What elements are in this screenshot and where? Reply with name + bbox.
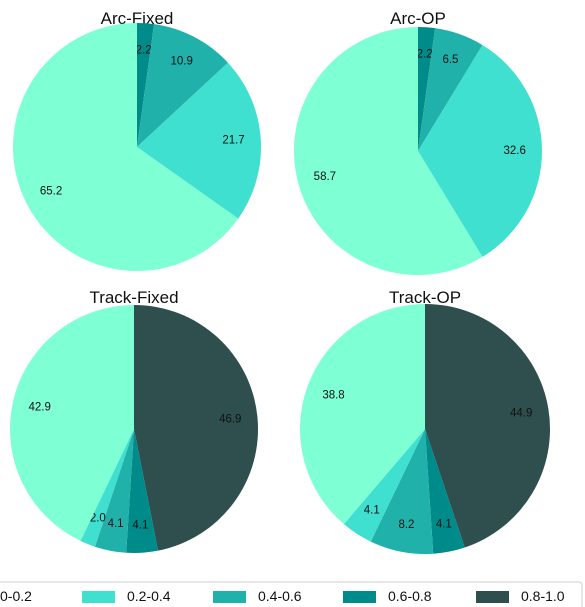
pie-charts: Arc-Fixed 2.2 10.9 21.7 65.2 Arc-OP 2.2 6.5 32.6…: [10, 9, 551, 555]
legend-label: 0-0.2: [0, 588, 32, 604]
pie-slice-0.8-1.0: [425, 304, 551, 548]
legend-frame: [0, 581, 583, 607]
pie-slice-0.4-0.6: [94, 429, 134, 553]
pie-slice-0-0.2: [300, 304, 425, 525]
legend-swatch: [82, 591, 115, 603]
slice-value-label: 4.1: [364, 505, 380, 517]
pie-2: Arc-OP 2.2 6.5 32.6 58.7: [294, 9, 543, 275]
legend-item: 0.4-0.6: [213, 588, 302, 604]
pie-slice-0.2-0.4: [80, 429, 134, 547]
legend-item: 0.2-0.4: [82, 588, 171, 604]
pie-slice-0.2-0.4: [418, 45, 543, 257]
slice-value-label: 2.2: [136, 45, 152, 57]
pie-slice-0.4-0.6: [370, 429, 434, 555]
slice-value-label: 46.9: [219, 414, 241, 426]
slice-value-label: 2.2: [417, 49, 433, 61]
pie-slice-0.2-0.4: [343, 429, 425, 542]
slice-value-label: 2.0: [90, 513, 106, 525]
pie-slice-0-0.2: [13, 23, 239, 272]
slice-value-label: 58.7: [314, 171, 336, 183]
slice-value-label: 4.1: [436, 519, 452, 531]
pie-slice-0.4-0.6: [137, 24, 228, 147]
legend-swatch: [343, 591, 376, 603]
legend-label: 0.4-0.6: [258, 588, 302, 604]
slice-value-label: 4.1: [108, 518, 124, 530]
pie-title: Arc-OP: [390, 9, 446, 28]
slice-value-label: 4.1: [132, 520, 148, 532]
pie-slice-0.4-0.6: [418, 28, 483, 151]
slice-value-label: 6.5: [442, 54, 458, 66]
pie-slice-0.6-0.8: [126, 429, 158, 554]
slice-value-label: 32.6: [504, 145, 526, 157]
legend-item: 0-0.2: [0, 588, 32, 604]
pie-slice-0.8-1.0: [134, 305, 259, 551]
pie-slice-0.6-0.8: [418, 26, 436, 151]
legend-swatch: [213, 591, 246, 603]
pie-title: Track-OP: [389, 288, 461, 307]
pie-slice-0-0.2: [294, 27, 483, 275]
pie-title: Arc-Fixed: [101, 9, 174, 28]
pie-4: Track-OP 44.9 4.1 8.2 4.1 38.8: [300, 288, 551, 555]
pie-slice-0.6-0.8: [137, 22, 155, 147]
pie-title: Track-Fixed: [89, 288, 178, 307]
slice-value-label: 65.2: [40, 185, 62, 197]
slice-value-label: 10.9: [171, 55, 193, 67]
legend-item: 0.8-1.0: [476, 588, 565, 604]
legend: 0-0.2 0.2-0.4 0.4-0.6 0.6-0.8 0.8-1.0: [0, 581, 583, 607]
legend-label: 0.6-0.8: [388, 588, 432, 604]
slice-value-label: 42.9: [28, 402, 50, 414]
pie-slice-0-0.2: [10, 305, 135, 541]
slice-value-label: 44.9: [510, 407, 532, 419]
pie-1: Arc-Fixed 2.2 10.9 21.7 65.2: [13, 9, 261, 272]
pie-slice-0.2-0.4: [137, 62, 261, 219]
legend-swatch: [476, 591, 509, 603]
slice-value-label: 38.8: [322, 389, 344, 401]
slice-value-label: 21.7: [222, 135, 244, 147]
pie-slice-0.6-0.8: [425, 429, 465, 554]
legend-label: 0.2-0.4: [127, 588, 171, 604]
legend-item: 0.6-0.8: [343, 588, 432, 604]
legend-label: 0.8-1.0: [521, 588, 565, 604]
slice-value-label: 8.2: [398, 519, 414, 531]
